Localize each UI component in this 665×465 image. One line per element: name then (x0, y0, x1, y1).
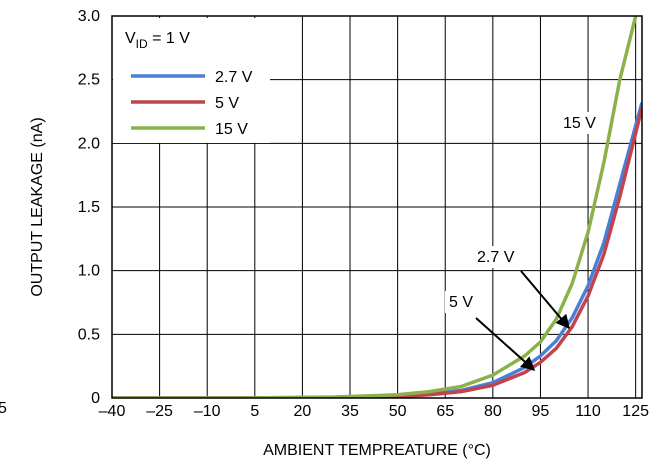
annotation-label: 2.7 V (477, 249, 515, 266)
x-tick-label: 80 (484, 403, 502, 420)
annotation-label: 15 V (563, 115, 596, 132)
legend-label: 15 V (215, 121, 248, 138)
annotation-bg (559, 112, 603, 134)
y-tick-label: 2.5 (78, 72, 100, 89)
y-tick-label: 1.0 (78, 263, 100, 280)
x-tick-label: 110 (575, 403, 601, 420)
x-tick-label: 50 (389, 403, 407, 420)
legend-items: 2.7 V 5 V 15 V (131, 69, 253, 138)
x-tick-label: 35 (341, 403, 359, 420)
legend-title-rest: = 1 V (148, 30, 191, 47)
x-tick-label: 125 (622, 403, 649, 420)
annotation-bg (473, 246, 526, 268)
series-line (112, 102, 642, 398)
legend-title-v: V (125, 30, 136, 47)
x-tick-label: –10 (194, 403, 221, 420)
x-tick-label: 65 (436, 403, 454, 420)
edge-tick-label: 5 (0, 400, 7, 417)
x-tick-label: –40 (99, 403, 126, 420)
x-tick-label: 95 (532, 403, 550, 420)
annotation-arrow (475, 317, 536, 371)
annotation-bg (445, 291, 480, 313)
x-tick-label: 5 (250, 403, 259, 420)
legend-title: VID = 1 V (125, 30, 190, 51)
legend-box (113, 18, 270, 143)
x-tick-labels: –40 –25 –10 5 20 35 50 65 80 95 110 125 (99, 403, 649, 420)
y-axis-title: OUTPUT LEAKAGE (nA) (29, 117, 46, 296)
legend: VID = 1 V 2.7 V 5 V 15 V (113, 18, 270, 143)
annotations: 15 V 2.7 V 5 V (445, 112, 603, 371)
y-tick-label: 3.0 (78, 8, 100, 25)
series-line (112, 107, 642, 398)
annotation-arrow (520, 270, 570, 330)
plot-frame (111, 15, 643, 399)
annotation-label: 5 V (449, 294, 473, 311)
x-tick-label: –25 (146, 403, 173, 420)
y-tick-label: 0 (91, 390, 100, 407)
x-axis-title: AMBIENT TEMPREATURE (°C) (263, 442, 491, 459)
y-tick-labels: 0 0.5 1.0 1.5 2.0 2.5 3.0 (78, 8, 100, 407)
legend-label: 5 V (215, 95, 239, 112)
y-tick-label: 0.5 (78, 326, 100, 343)
y-tick-label: 1.5 (78, 199, 100, 216)
legend-label: 2.7 V (215, 69, 253, 86)
legend-title-sub: ID (136, 37, 148, 51)
series-line (112, 16, 638, 398)
y-tick-label: 2.0 (78, 135, 100, 152)
x-tick-label: 20 (294, 403, 312, 420)
